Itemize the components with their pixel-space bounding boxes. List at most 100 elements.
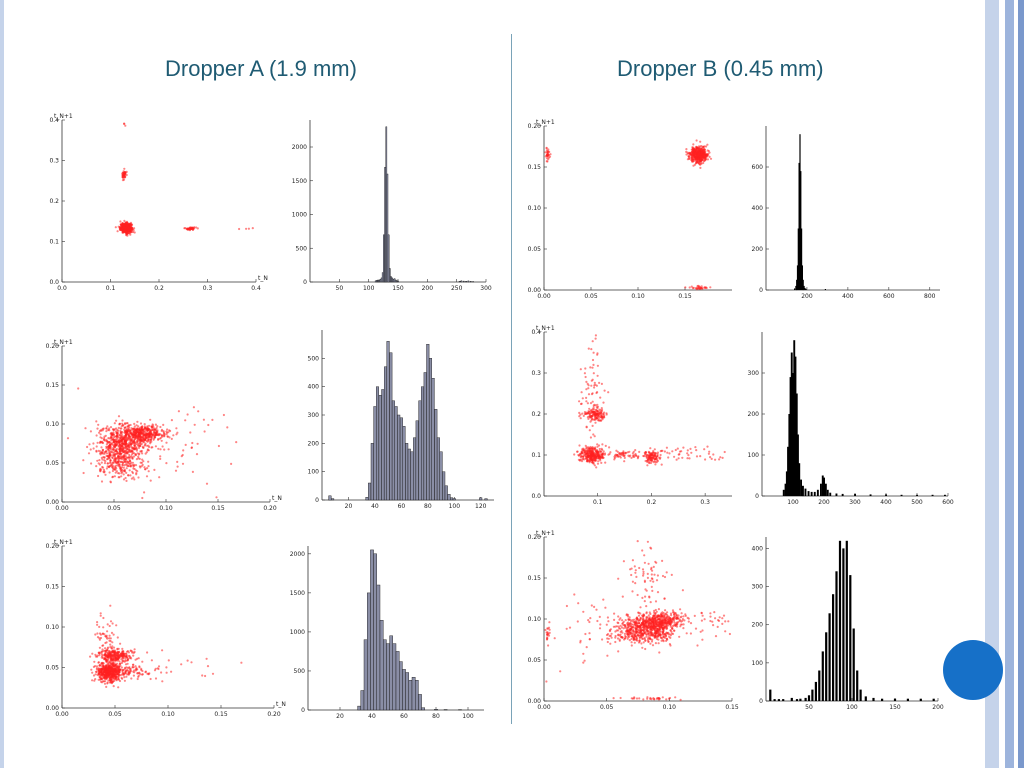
scatter-point bbox=[583, 411, 586, 414]
x-tick-label: 100 bbox=[363, 285, 375, 292]
y-tick-label: 100 bbox=[308, 469, 320, 476]
scatter-point bbox=[585, 400, 588, 403]
scatter-point bbox=[721, 456, 724, 459]
scatter-point bbox=[667, 456, 670, 459]
scatter-point bbox=[678, 635, 681, 638]
scatter-point bbox=[630, 633, 633, 636]
x-tick-label: 0.0 bbox=[57, 285, 67, 292]
scatter-point bbox=[136, 427, 139, 430]
scatter-point bbox=[686, 452, 689, 455]
scatter-point bbox=[91, 671, 94, 674]
scatter-point bbox=[94, 665, 97, 668]
histogram-bar bbox=[802, 485, 804, 497]
scatter-point bbox=[147, 460, 150, 463]
scatter-point bbox=[148, 433, 151, 436]
scatter-point bbox=[108, 634, 111, 637]
scatter-point bbox=[150, 446, 153, 449]
scatter-point bbox=[596, 352, 599, 355]
scatter-point bbox=[133, 669, 136, 672]
y-tick-label: 1000 bbox=[292, 212, 307, 219]
scatter-point bbox=[124, 124, 127, 127]
scatter-point bbox=[94, 678, 97, 681]
scatter-point bbox=[653, 448, 656, 451]
scatter-point bbox=[584, 457, 588, 460]
scatter-point bbox=[144, 434, 148, 437]
scatter-point bbox=[591, 450, 594, 454]
scatter-point bbox=[147, 438, 150, 442]
scatter-point bbox=[168, 436, 171, 439]
scatter-point bbox=[703, 151, 706, 154]
scatter-point bbox=[186, 227, 189, 230]
scatter-point bbox=[652, 456, 656, 459]
scatter-point bbox=[119, 433, 122, 436]
x-tick-label: 200 bbox=[422, 285, 434, 292]
scatter-point bbox=[120, 224, 123, 227]
histogram-bar bbox=[467, 280, 470, 283]
y-tick-label: 0.05 bbox=[46, 665, 60, 672]
histogram-bar bbox=[411, 676, 416, 711]
scatter-point bbox=[140, 442, 143, 445]
scatter-point bbox=[587, 347, 590, 350]
scatter-point bbox=[644, 647, 647, 651]
y-axis-label: t_N+1 bbox=[536, 325, 555, 332]
scatter-point bbox=[591, 358, 595, 362]
scatter-point bbox=[120, 456, 123, 460]
scatter-point bbox=[109, 680, 112, 684]
scatter-point bbox=[115, 670, 118, 673]
scatter-point bbox=[141, 660, 144, 663]
scatter-point bbox=[703, 448, 706, 451]
scatter-point bbox=[695, 157, 698, 160]
scatter-point bbox=[207, 423, 210, 427]
scatter-point bbox=[633, 618, 636, 621]
scatter-point bbox=[195, 453, 199, 456]
scatter-point bbox=[545, 154, 548, 157]
histogram-bar bbox=[382, 639, 387, 711]
scatter-point bbox=[140, 667, 143, 670]
scatter-point bbox=[647, 640, 650, 643]
histogram-bar bbox=[399, 417, 403, 501]
scatter-point bbox=[650, 458, 653, 461]
scatter-point bbox=[110, 631, 114, 634]
scatter-point bbox=[123, 167, 126, 170]
scatter-point bbox=[613, 618, 616, 621]
scatter-point bbox=[114, 458, 117, 461]
scatter-point bbox=[576, 450, 579, 453]
scatter-point bbox=[663, 450, 666, 453]
scatter-point bbox=[159, 457, 162, 460]
scatter-point bbox=[104, 641, 107, 645]
scatter-point bbox=[142, 441, 145, 444]
scatter-point bbox=[97, 651, 100, 654]
scatter-point bbox=[101, 448, 105, 452]
scatter-point bbox=[142, 460, 145, 463]
scatter-point bbox=[116, 636, 119, 639]
histogram-bar bbox=[916, 494, 918, 496]
scatter-point bbox=[712, 453, 715, 456]
scatter-point bbox=[96, 621, 99, 624]
scatter-point bbox=[680, 623, 683, 626]
scatter-point bbox=[119, 460, 122, 463]
scatter-point bbox=[235, 441, 238, 444]
histogram-bar bbox=[782, 489, 785, 496]
scatter-point bbox=[77, 387, 80, 390]
x-tick-label: 60 bbox=[400, 713, 408, 720]
scatter-point bbox=[608, 446, 611, 449]
scatter-point bbox=[112, 468, 115, 471]
scatter-point bbox=[602, 401, 605, 404]
scatter-point bbox=[170, 437, 173, 440]
scatter-point bbox=[136, 677, 139, 681]
scatter-point bbox=[127, 436, 130, 439]
scatter-point bbox=[129, 668, 132, 671]
scatter-point bbox=[600, 450, 603, 453]
scatter-point bbox=[581, 452, 584, 455]
scatter-point bbox=[116, 673, 119, 676]
scatter-point bbox=[159, 448, 162, 451]
scatter-point bbox=[649, 642, 652, 645]
scatter-point bbox=[112, 646, 116, 649]
scatter-plot-a2: 0.00 0.05 0.10 0.15 0.200.000.050.100.150.20… bbox=[46, 339, 282, 512]
scatter-point bbox=[649, 456, 652, 459]
scatter-point bbox=[113, 655, 116, 658]
scatter-point bbox=[662, 639, 665, 642]
scatter-point bbox=[706, 143, 709, 146]
scatter-point bbox=[593, 435, 596, 438]
scatter-point bbox=[82, 459, 85, 462]
